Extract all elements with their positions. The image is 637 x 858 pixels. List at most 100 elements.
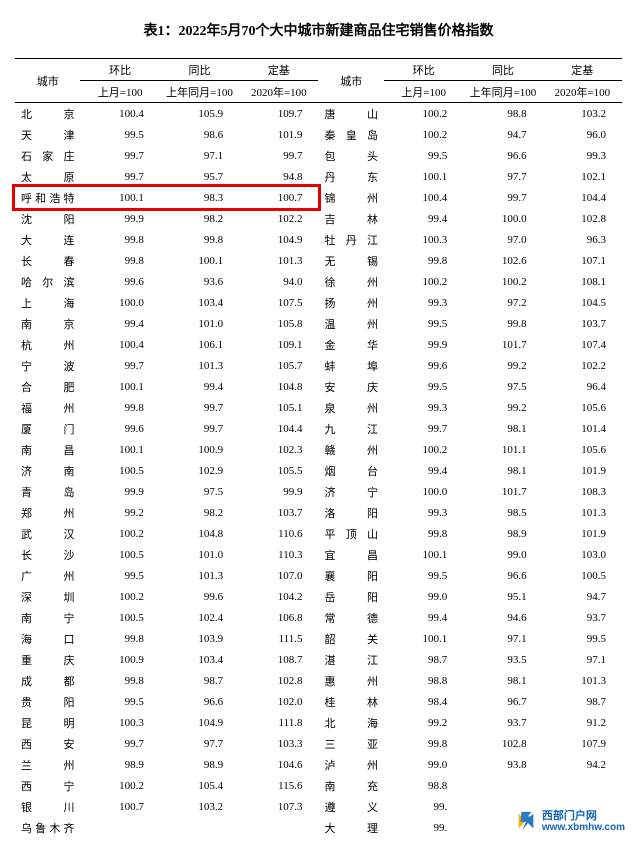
- header-dingji-left: 定基: [239, 59, 318, 81]
- val-c-left: 100.7: [239, 187, 318, 208]
- table-row: 天 津99.598.6101.9秦 皇 岛100.294.796.0: [15, 124, 622, 145]
- val-a-right: 98.7: [384, 649, 463, 670]
- val-b-right: 101.1: [463, 439, 542, 460]
- val-a-right: 99.5: [384, 565, 463, 586]
- val-c-left: 107.5: [239, 292, 318, 313]
- city-left: 重 庆: [15, 649, 80, 670]
- val-b-left: 98.2: [160, 208, 239, 229]
- val-a-right: 100.4: [384, 187, 463, 208]
- city-left: 沈 阳: [15, 208, 80, 229]
- city-right: 唐 山: [318, 103, 383, 125]
- val-c-left: 104.9: [239, 229, 318, 250]
- val-a-left: 100.5: [80, 607, 159, 628]
- val-c-left: 105.1: [239, 397, 318, 418]
- city-left: 石 家 庄: [15, 145, 80, 166]
- val-a-right: 99.2: [384, 712, 463, 733]
- city-left: 郑 州: [15, 502, 80, 523]
- city-left: 广 州: [15, 565, 80, 586]
- city-right: 洛 阳: [318, 502, 383, 523]
- val-a-right: 99.4: [384, 460, 463, 481]
- val-a-left: 99.5: [80, 565, 159, 586]
- val-a-left: 100.5: [80, 460, 159, 481]
- val-a-left: 100.2: [80, 523, 159, 544]
- header-city-right: 城市: [318, 59, 383, 103]
- val-a-right: 99.4: [384, 607, 463, 628]
- val-b-left: 98.9: [160, 754, 239, 775]
- val-c-right: 102.1: [543, 166, 622, 187]
- val-c-left: 99.7: [239, 145, 318, 166]
- val-a-right: 100.1: [384, 628, 463, 649]
- val-a-left: 100.3: [80, 712, 159, 733]
- table-row: 合 肥100.199.4104.8安 庆99.597.596.4: [15, 376, 622, 397]
- val-c-right: 91.2: [543, 712, 622, 733]
- val-c-left: 102.3: [239, 439, 318, 460]
- val-b-right: 94.6: [463, 607, 542, 628]
- val-a-right: 99.: [384, 817, 463, 838]
- val-c-right: 101.3: [543, 502, 622, 523]
- city-left: 长 春: [15, 250, 80, 271]
- table-title: 表1：2022年5月70个大中城市新建商品住宅销售价格指数: [15, 20, 622, 40]
- city-right: 扬 州: [318, 292, 383, 313]
- val-c-right: 103.2: [543, 103, 622, 125]
- table-row: 西 宁100.2105.4115.6南 充98.8: [15, 775, 622, 796]
- val-a-right: 98.4: [384, 691, 463, 712]
- val-a-right: 100.3: [384, 229, 463, 250]
- val-c-left: 103.3: [239, 733, 318, 754]
- table-row: 昆 明100.3104.9111.8北 海99.293.791.2: [15, 712, 622, 733]
- val-b-right: 93.5: [463, 649, 542, 670]
- city-left: 青 岛: [15, 481, 80, 502]
- val-c-right: 96.0: [543, 124, 622, 145]
- val-b-right: 93.7: [463, 712, 542, 733]
- table-row: 银 川100.7103.2107.3遵 义99.: [15, 796, 622, 817]
- city-left: 深 圳: [15, 586, 80, 607]
- val-c-right: 101.3: [543, 670, 622, 691]
- val-b-left: [160, 817, 239, 838]
- city-right: 三 亚: [318, 733, 383, 754]
- val-b-right: 97.0: [463, 229, 542, 250]
- val-b-left: 104.9: [160, 712, 239, 733]
- val-c-left: 108.7: [239, 649, 318, 670]
- city-left: 西 宁: [15, 775, 80, 796]
- val-b-right: 98.1: [463, 418, 542, 439]
- val-b-left: 100.1: [160, 250, 239, 271]
- val-b-left: 102.4: [160, 607, 239, 628]
- val-a-right: 99.6: [384, 355, 463, 376]
- val-b-left: 99.4: [160, 376, 239, 397]
- val-b-left: 99.7: [160, 418, 239, 439]
- val-b-left: 98.3: [160, 187, 239, 208]
- val-c-right: 107.9: [543, 733, 622, 754]
- city-right: 岳 阳: [318, 586, 383, 607]
- val-a-right: 99.5: [384, 145, 463, 166]
- table-row: 厦 门99.699.7104.4九 江99.798.1101.4: [15, 418, 622, 439]
- city-left: 宁 波: [15, 355, 80, 376]
- subhead-month-left: 上月=100: [80, 81, 159, 103]
- val-a-left: 100.4: [80, 334, 159, 355]
- val-c-right: [543, 796, 622, 817]
- val-c-left: 105.8: [239, 313, 318, 334]
- val-b-left: 93.6: [160, 271, 239, 292]
- subhead-year-right: 上年同月=100: [463, 81, 542, 103]
- val-c-left: 102.8: [239, 670, 318, 691]
- val-c-right: 107.1: [543, 250, 622, 271]
- table-row: 福 州99.899.7105.1泉 州99.399.2105.6: [15, 397, 622, 418]
- city-right: 吉 林: [318, 208, 383, 229]
- val-c-right: 108.3: [543, 481, 622, 502]
- table-row: 成 都99.898.7102.8惠 州98.898.1101.3: [15, 670, 622, 691]
- city-left: 海 口: [15, 628, 80, 649]
- val-a-left: 100.1: [80, 376, 159, 397]
- city-left: 呼和浩特: [15, 187, 80, 208]
- val-c-left: 104.4: [239, 418, 318, 439]
- val-c-left: 107.3: [239, 796, 318, 817]
- val-c-right: 101.4: [543, 418, 622, 439]
- city-right: 秦 皇 岛: [318, 124, 383, 145]
- city-right: 韶 关: [318, 628, 383, 649]
- val-c-right: 96.4: [543, 376, 622, 397]
- city-right: 赣 州: [318, 439, 383, 460]
- val-c-right: 107.4: [543, 334, 622, 355]
- val-b-right: 97.1: [463, 628, 542, 649]
- val-a-left: 100.5: [80, 544, 159, 565]
- city-right: 烟 台: [318, 460, 383, 481]
- city-left: 北 京: [15, 103, 80, 125]
- header-dingji-right: 定基: [543, 59, 622, 81]
- val-a-left: 99.7: [80, 733, 159, 754]
